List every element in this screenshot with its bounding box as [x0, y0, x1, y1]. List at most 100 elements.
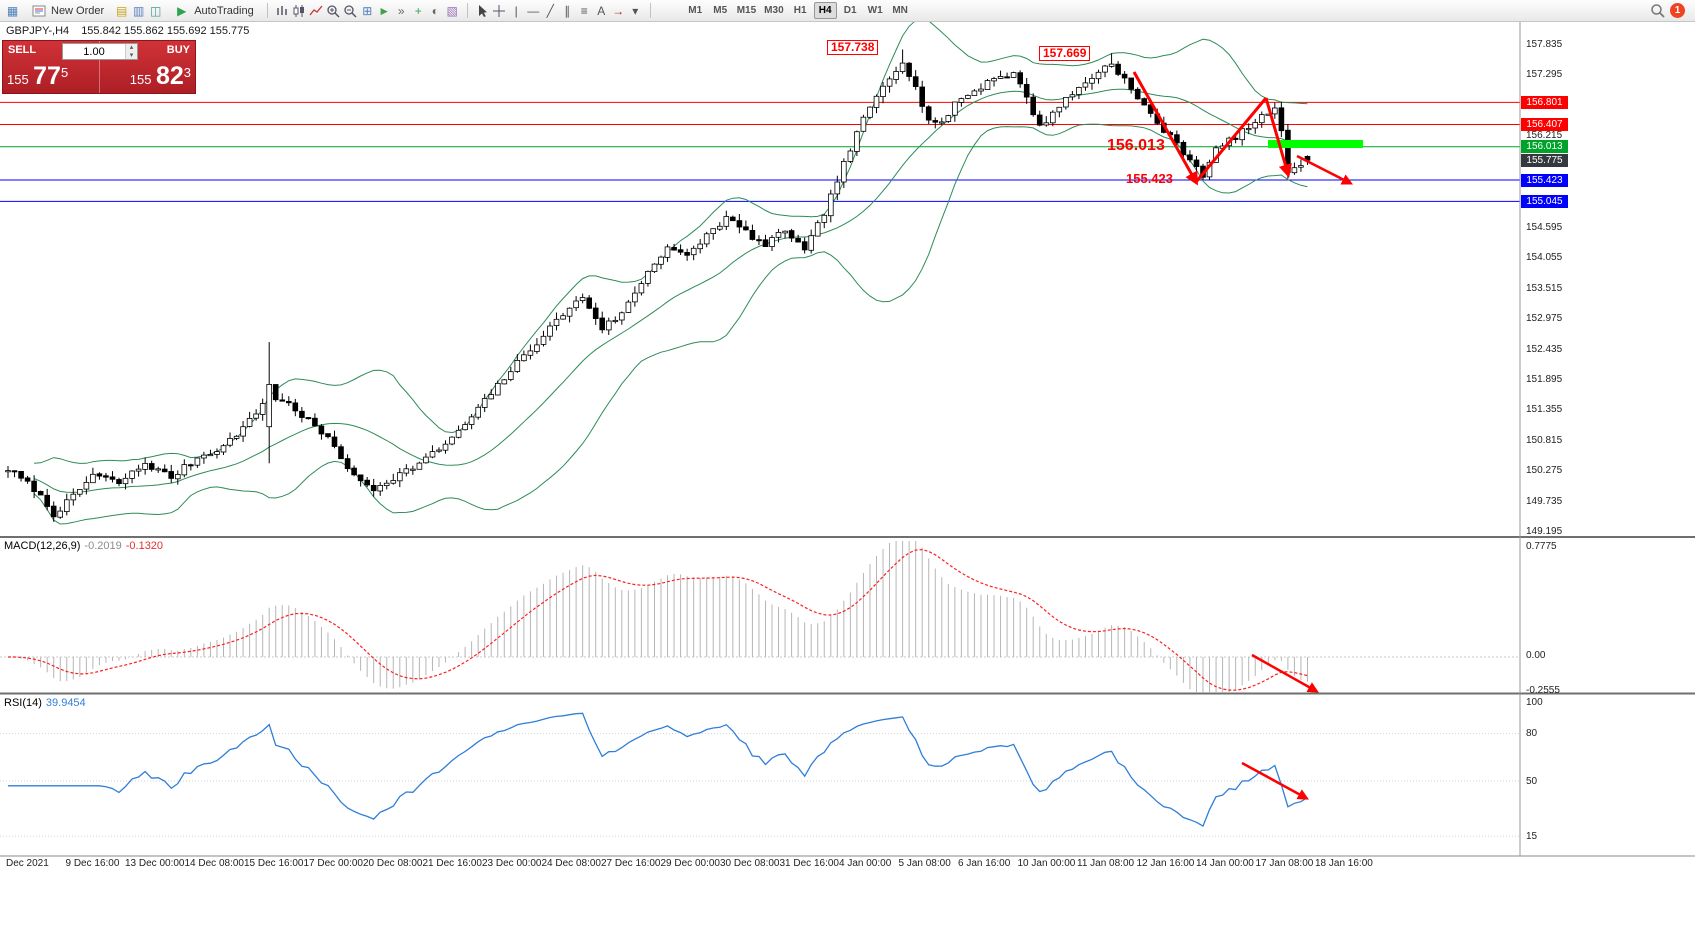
time-axis-label: 14 Dec 08:00	[184, 858, 245, 869]
bollinger-bands	[33, 18, 1308, 525]
vertical-line-icon[interactable]: |	[514, 3, 518, 18]
cursor-icon[interactable]	[474, 2, 491, 19]
time-axis-label: 21 Dec 16:00	[422, 858, 483, 869]
rsi-line	[8, 712, 1308, 828]
trend-arrow-1[interactable]	[1132, 71, 1198, 186]
lot-spinner: ▴ ▾	[125, 44, 137, 59]
autotrading-button[interactable]: ▶ AutoTrading	[166, 2, 261, 20]
time-axis-label: 15 Dec 16:00	[244, 858, 304, 869]
timeframe-button-mn[interactable]: MN	[892, 5, 908, 16]
zoom-in-icon[interactable]	[325, 2, 342, 19]
candlestick-series	[5, 49, 1311, 522]
toolbar-separator	[466, 3, 468, 18]
highlight-zone[interactable]	[1268, 140, 1363, 148]
swing-high-label-2[interactable]: 157.669	[1039, 46, 1091, 62]
drawing-objects[interactable]	[1132, 71, 1363, 800]
autotrading-play-icon: ▶	[177, 3, 187, 18]
price-axis-tick: 151.895	[1526, 374, 1563, 386]
new-order-icon	[30, 2, 47, 19]
print-icon[interactable]: ▥	[133, 3, 145, 18]
trend-arrow-4[interactable]	[1296, 154, 1354, 185]
price-axis-badge-156013: 156.013	[1521, 140, 1568, 154]
level-label-155423[interactable]: 155.423	[1126, 171, 1173, 186]
tile-windows-icon[interactable]: ⊞	[362, 3, 373, 18]
time-axis-label: 24 Dec 08:00	[541, 858, 602, 869]
trendline-icon[interactable]: ╱	[546, 3, 554, 18]
timeframe-button-d1[interactable]: D1	[843, 5, 857, 16]
profiles-icon[interactable]: ◫	[150, 3, 162, 18]
templates-icon[interactable]: ▧	[446, 3, 458, 18]
lot-size-input[interactable]	[63, 44, 125, 59]
price-axis-badge-155423: 155.423	[1521, 173, 1568, 187]
price-axis-tick: 151.355	[1526, 404, 1563, 416]
timeframe-button-h4[interactable]: H4	[813, 2, 837, 19]
lot-increase-button[interactable]: ▴	[126, 44, 137, 52]
lot-size-field[interactable]: ▴ ▾	[62, 43, 138, 60]
toolbar-line-tools-group: | — ╱ ∥ ≡ A → ▾	[474, 2, 644, 19]
macd-axis-label: -0.2555	[1526, 685, 1560, 696]
notification-badge[interactable]: 1	[1670, 3, 1685, 18]
macd-indicator-label: MACD(12,26,9) -0.2019 -0.1320	[4, 540, 163, 552]
trend-arrow-2[interactable]	[1194, 97, 1268, 183]
time-axis-label: 30 Dec 08:00	[720, 858, 780, 869]
chart-window-icon[interactable]: ▦	[6, 3, 19, 18]
chart-shift-icon[interactable]: »	[397, 3, 405, 18]
price-axis-tick: 154.055	[1526, 252, 1563, 264]
rsi-axis-label: 15	[1526, 831, 1538, 842]
sell-price: 155 775	[7, 62, 69, 90]
horizontal-line-icon[interactable]: —	[527, 3, 540, 18]
time-axis-label: 5 Jan 08:00	[898, 858, 951, 869]
bollinger-lower-band	[33, 123, 1308, 525]
line-chart-icon[interactable]	[308, 2, 325, 19]
periods-icon[interactable]: ◐	[431, 3, 439, 18]
one-click-trading-widget: SELL 155 775 BUY 155 823 ▴ ▾	[2, 40, 196, 94]
bar-chart-icon[interactable]	[274, 2, 291, 19]
timeframe-button-w1[interactable]: W1	[867, 5, 883, 16]
rsi-indicator-label: RSI(14) 39.9454	[4, 697, 86, 709]
horizontal-level-lines[interactable]	[0, 101, 1520, 202]
zoom-out-icon[interactable]	[342, 2, 359, 19]
trend-arrow-6[interactable]	[1241, 761, 1309, 800]
toolbar-window-group: ▦	[4, 2, 21, 19]
equidistant-channel-icon[interactable]: ∥	[564, 3, 571, 18]
symbol-period-label: GBPJPY-,H4	[6, 25, 70, 37]
bollinger-upper-band	[34, 18, 1308, 464]
time-axis-label: 18 Jan 16:00	[1315, 858, 1373, 869]
time-axis-label: 27 Dec 16:00	[601, 858, 661, 869]
search-icon[interactable]	[1649, 2, 1666, 19]
trend-arrow-5[interactable]	[1251, 653, 1319, 693]
lot-decrease-button[interactable]: ▾	[126, 51, 137, 59]
toolbar-quick-group: ▤ ▥ ◫	[113, 2, 164, 19]
trend-arrow-3[interactable]	[1264, 97, 1292, 178]
shapes-dropdown-icon[interactable]: ▾	[632, 3, 639, 18]
pane-separators	[0, 22, 1695, 857]
macd-name: MACD(12,26,9)	[4, 540, 81, 552]
bollinger-middle-band	[33, 88, 1308, 493]
ohlc-values: 155.842 155.862 155.692 155.775	[81, 25, 250, 37]
text-label-icon[interactable]: A	[597, 3, 606, 18]
price-axis-tick: 153.515	[1526, 282, 1563, 294]
price-axis-tick: 156.215	[1526, 130, 1563, 142]
fibonacci-icon[interactable]: ≡	[580, 3, 588, 18]
timeframe-button-m30[interactable]: M30	[764, 5, 784, 16]
new-order-label: New Order	[51, 4, 105, 17]
candlestick-chart-icon[interactable]	[291, 2, 308, 19]
level-label-156013[interactable]: 156.013	[1107, 137, 1165, 154]
time-axis-label: 4 Jan 00:00	[839, 858, 892, 869]
auto-scroll-icon[interactable]: ►	[378, 3, 391, 18]
timeframe-button-m5[interactable]: M5	[713, 5, 728, 16]
charts-icon[interactable]: ▤	[116, 3, 128, 18]
price-axis-badge-156801: 156.801	[1521, 95, 1568, 109]
time-axis-label: 12 Jan 16:00	[1136, 858, 1195, 869]
arrows-tool-icon[interactable]: →	[612, 3, 625, 18]
swing-high-label-1[interactable]: 157.738	[827, 40, 879, 56]
indicators-icon[interactable]: +	[414, 3, 422, 18]
time-axis-label: 31 Dec 16:00	[779, 858, 840, 869]
new-order-button[interactable]: New Order	[23, 2, 111, 20]
timeframe-button-m15[interactable]: M15	[736, 5, 757, 16]
crosshair-icon[interactable]	[491, 2, 508, 19]
macd-axis-label: 0.00	[1526, 650, 1546, 661]
timeframe-button-h1[interactable]: H1	[793, 5, 807, 16]
timeframe-button-m1[interactable]: M1	[688, 5, 703, 16]
